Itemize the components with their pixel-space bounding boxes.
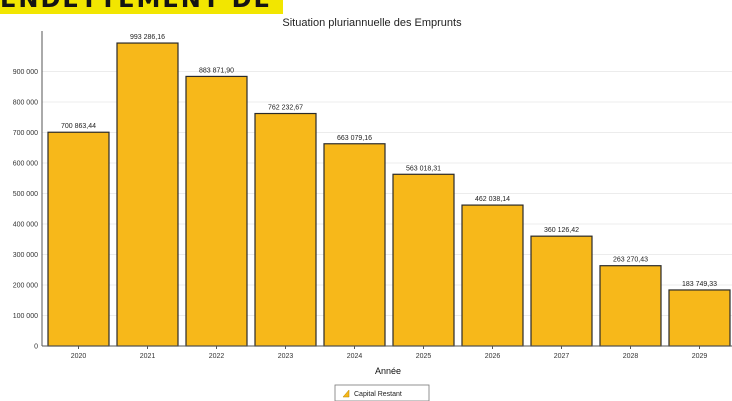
legend-swatch <box>342 389 350 398</box>
y-tick-label: 300 000 <box>13 252 38 259</box>
x-tick-label: 2021 <box>140 353 156 360</box>
bar <box>530 235 593 347</box>
data-label: 563 018,31 <box>406 165 441 172</box>
banner-text: ENDETTEMENT DE LA VILLE <box>0 0 283 12</box>
y-tick-label: 100 000 <box>13 313 38 320</box>
data-label: 263 270,43 <box>613 257 648 264</box>
data-label: 663 079,16 <box>337 135 372 142</box>
bar <box>668 289 731 347</box>
data-label: 462 038,14 <box>475 196 510 203</box>
top-banner: ENDETTEMENT DE LA VILLE <box>0 0 283 14</box>
y-tick-label: 900 000 <box>13 69 38 76</box>
x-tick-label: 2020 <box>71 353 87 360</box>
y-tick-label: 600 000 <box>13 161 38 168</box>
bar <box>599 265 662 347</box>
x-axis-label: Année <box>375 366 401 376</box>
legend-label: Capital Restant <box>354 391 402 398</box>
legend: Capital Restant <box>334 384 430 401</box>
x-tick-label: 2027 <box>554 353 570 360</box>
x-tick-label: 2029 <box>692 353 708 360</box>
bars-layer: 700 863,44 993 286,16 883 871,90 762 232,67… <box>47 34 731 347</box>
axis-layer: 0 100 000 200 000 300 000 400 000 500 000 600 … <box>13 31 732 360</box>
bar <box>116 42 179 347</box>
bar <box>47 131 110 347</box>
chart-title: Situation pluriannuelle des Emprunts <box>282 17 462 29</box>
y-tick-label: 800 000 <box>13 100 38 107</box>
bar <box>461 204 524 347</box>
y-tick-label: 700 000 <box>13 130 38 137</box>
x-tick-label: 2024 <box>347 353 363 360</box>
data-label: 883 871,90 <box>199 67 234 74</box>
y-tick-label: 200 000 <box>13 283 38 290</box>
bar <box>323 143 386 347</box>
data-label: 360 126,42 <box>544 227 579 234</box>
y-tick-label: 0 <box>34 344 38 351</box>
x-tick-label: 2022 <box>209 353 225 360</box>
legend-box <box>334 384 430 401</box>
y-tick-label: 400 000 <box>13 222 38 229</box>
bar <box>392 173 455 347</box>
data-label: 993 286,16 <box>130 34 165 41</box>
x-tick-label: 2025 <box>416 353 432 360</box>
data-label: 183 749,33 <box>682 281 717 288</box>
y-tick-label: 500 000 <box>13 191 38 198</box>
data-label: 700 863,44 <box>61 123 96 130</box>
x-tick-label: 2026 <box>485 353 501 360</box>
bar <box>254 112 317 347</box>
x-tick-label: 2023 <box>278 353 294 360</box>
x-tick-label: 2028 <box>623 353 639 360</box>
bar <box>185 75 248 347</box>
data-label: 762 232,67 <box>268 105 303 112</box>
